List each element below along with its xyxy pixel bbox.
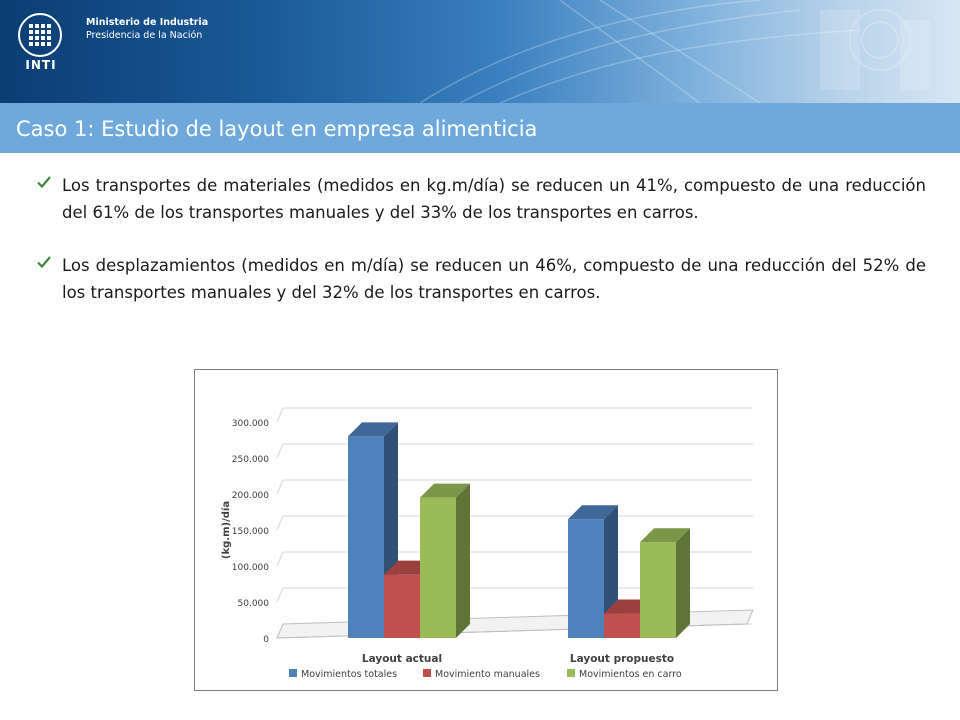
y-tick-label: 200.000 <box>232 491 269 501</box>
legend-label: Movimientos totales <box>301 669 397 680</box>
gridline-side <box>276 515 284 531</box>
legend-swatch <box>423 669 431 677</box>
y-axis-label: (kg.m)/día <box>220 501 232 559</box>
bar <box>640 542 676 638</box>
y-tick-label: 300.000 <box>232 419 269 429</box>
gridline-side <box>276 407 284 423</box>
logo-text: INTI <box>25 58 57 72</box>
gridline-side <box>276 587 284 603</box>
y-tick-label: 100.000 <box>232 563 269 573</box>
header-decoration <box>419 0 930 103</box>
bullet-item: Los transportes de materiales (medidos e… <box>36 172 926 226</box>
ministry-line1: Ministerio de Industria <box>86 17 209 28</box>
bar-top <box>640 528 690 543</box>
gridline-side <box>276 443 284 459</box>
inti-logo-icon <box>18 13 62 57</box>
checkmark-icon <box>37 176 51 189</box>
header-banner: INTI Ministerio de Industria Presidencia… <box>0 0 960 103</box>
chart-container: 0 50.000 100.000 150.000 200.000 250.000 300.0… <box>194 369 778 691</box>
legend-swatch <box>289 669 297 677</box>
y-tick-label: 150.000 <box>232 527 269 537</box>
gridline-side <box>276 479 284 495</box>
ministry-line2: Presidencia de la Nación <box>86 30 203 41</box>
slide-title: Caso 1: Estudio de layout en empresa ali… <box>16 117 538 141</box>
bullet-text: Los transportes de materiales (medidos e… <box>62 176 926 222</box>
bullet-text: Los desplazamientos (medidos en m/día) s… <box>62 256 926 302</box>
bullet-list: Los transportes de materiales (medidos e… <box>36 172 926 332</box>
bar <box>568 519 604 638</box>
legend-swatch <box>567 669 575 677</box>
legend-label: Movimiento manuales <box>435 669 540 680</box>
bar-side <box>676 528 690 638</box>
bar-top <box>568 505 618 520</box>
bullet-item: Los desplazamientos (medidos en m/día) s… <box>36 252 926 306</box>
y-tick-label: 0 <box>263 635 269 645</box>
x-tick-label: Layout propuesto <box>570 653 674 665</box>
checkmark-icon <box>37 256 51 269</box>
gridline-side <box>276 551 284 567</box>
bar-chart: 0 50.000 100.000 150.000 200.000 250.000 300.0… <box>220 407 754 680</box>
bar-side <box>456 483 470 638</box>
bar <box>604 613 640 638</box>
x-tick-label: Layout actual <box>362 653 442 665</box>
legend-label: Movimientos en carro <box>579 669 682 680</box>
ministry-label: Ministerio de Industria Presidencia de l… <box>86 16 208 42</box>
y-tick-label: 50.000 <box>238 599 270 609</box>
y-tick-label: 250.000 <box>232 455 269 465</box>
bar <box>348 436 384 638</box>
title-bar <box>0 103 960 153</box>
bar-top <box>348 422 398 437</box>
bar <box>384 574 420 638</box>
bar <box>420 497 456 638</box>
bar-top <box>420 483 470 498</box>
